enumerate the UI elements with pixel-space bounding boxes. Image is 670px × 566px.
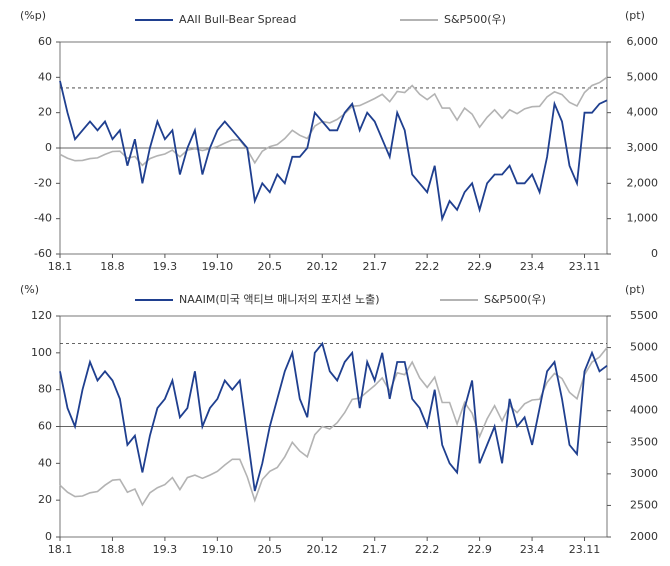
series-line: [59, 76, 608, 167]
y-tick-label: 60: [38, 35, 52, 48]
x-tick-label: 18.8: [100, 260, 125, 273]
x-tick-label: 23.11: [569, 543, 601, 556]
x-tick-label: 21.7: [362, 260, 387, 273]
x-tick-label: 22.9: [467, 260, 492, 273]
x-tick-label: 22.9: [467, 543, 492, 556]
x-tick-label: 23.11: [569, 260, 601, 273]
x-tick-label: 18.8: [100, 543, 125, 556]
y2-tick-label: 6,000: [627, 35, 659, 48]
x-tick-label: 23.4: [520, 260, 545, 273]
y-unit: (%): [20, 283, 39, 296]
x-tick-label: 20.5: [258, 543, 283, 556]
x-tick-label: 21.7: [362, 543, 387, 556]
x-tick-label: 20.5: [258, 260, 283, 273]
x-tick-label: 20.12: [307, 260, 339, 273]
y2-tick-label: 0: [651, 247, 658, 260]
y-tick-label: 0: [45, 530, 52, 543]
y-tick-label: 40: [38, 70, 52, 83]
legend-label: S&P500(우): [444, 13, 506, 26]
y-tick-label: 20: [38, 106, 52, 119]
y2-unit: (pt): [625, 9, 645, 22]
legend-label: AAII Bull-Bear Spread: [179, 13, 296, 26]
y2-tick-label: 3000: [630, 467, 658, 480]
x-tick-label: 18.1: [48, 260, 73, 273]
y2-tick-label: 4000: [630, 404, 658, 417]
y-tick-label: -40: [34, 212, 52, 225]
series-line: [59, 347, 608, 507]
legend-label: NAAIM(미국 액티브 매니저의 포지션 노출): [179, 293, 380, 306]
y-unit: (%p): [20, 9, 46, 22]
legend-label: S&P500(우): [484, 293, 546, 306]
y2-tick-label: 5000: [630, 341, 658, 354]
x-tick-label: 22.2: [415, 260, 440, 273]
y2-tick-label: 4500: [630, 372, 658, 385]
y2-tick-label: 3,000: [627, 141, 659, 154]
x-tick-label: 19.3: [153, 543, 178, 556]
x-tick-label: 19.10: [202, 543, 234, 556]
y2-tick-label: 5500: [630, 309, 658, 322]
y2-tick-label: 1,000: [627, 212, 659, 225]
x-tick-label: 23.4: [520, 543, 545, 556]
y2-tick-label: 3500: [630, 435, 658, 448]
y-tick-label: 20: [38, 493, 52, 506]
y-tick-label: -20: [34, 176, 52, 189]
y2-tick-label: 2,000: [627, 176, 659, 189]
y-tick-label: 60: [38, 420, 52, 433]
x-tick-label: 22.2: [415, 543, 440, 556]
y-tick-label: -60: [34, 247, 52, 260]
x-tick-label: 19.10: [202, 260, 234, 273]
x-tick-label: 18.1: [48, 543, 73, 556]
y2-tick-label: 2500: [630, 498, 658, 511]
y-tick-label: 40: [38, 456, 52, 469]
y-tick-label: 80: [38, 383, 52, 396]
y2-tick-label: 4,000: [627, 106, 659, 119]
x-tick-label: 20.12: [307, 543, 339, 556]
y2-unit: (pt): [625, 283, 645, 296]
series-line: [59, 80, 608, 223]
y-tick-label: 0: [45, 141, 52, 154]
y-tick-label: 120: [31, 309, 52, 322]
x-tick-label: 19.3: [153, 260, 178, 273]
y-tick-label: 100: [31, 346, 52, 359]
series-line: [59, 341, 608, 492]
y2-tick-label: 5,000: [627, 70, 659, 83]
y2-tick-label: 2000: [630, 530, 658, 543]
